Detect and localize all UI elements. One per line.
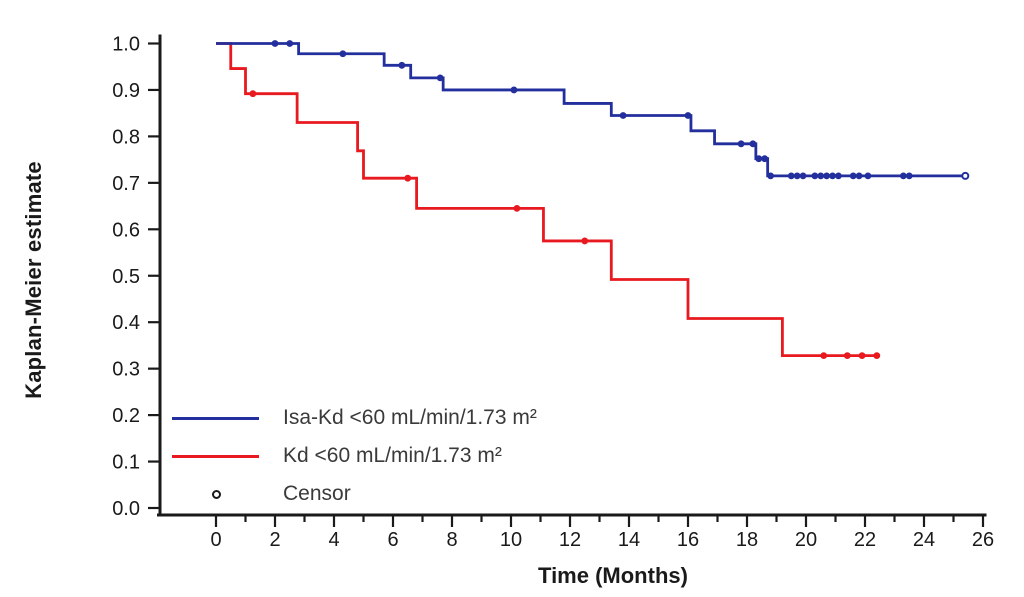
x-tick-label: 4 (328, 529, 339, 551)
legend-label-kd: Kd <60 mL/min/1.73 m² (283, 444, 502, 467)
y-tick-label: 0.6 (112, 219, 140, 241)
censor-mark (873, 352, 881, 360)
x-tick-label: 22 (854, 529, 876, 551)
censor-mark (823, 172, 831, 180)
x-tick-label: 14 (618, 529, 640, 551)
censor-mark (817, 172, 825, 180)
censor-mark (755, 155, 763, 163)
y-tick-label: 1.0 (112, 34, 140, 56)
censor-mark (684, 112, 692, 119)
x-tick-label: 20 (795, 529, 817, 551)
y-tick-label: 0.3 (112, 359, 140, 381)
x-tick-label: 8 (446, 529, 457, 551)
censor-mark (787, 172, 795, 180)
y-tick-label: 0.2 (112, 405, 140, 427)
censor-mark (619, 112, 627, 119)
legend-line-kd (172, 455, 259, 458)
series-line (216, 42, 966, 178)
censor-mark (249, 90, 257, 98)
x-tick-label: 26 (972, 529, 994, 551)
legend-label-isa-kd: Isa-Kd <60 mL/min/1.73 m² (283, 406, 537, 429)
x-tick-label: 10 (500, 529, 522, 551)
y-tick-label: 0.0 (112, 498, 140, 520)
censor-mark (581, 237, 589, 245)
censor-mark (767, 172, 774, 180)
censor-mark (829, 172, 836, 180)
y-axis-title: Kaplan-Meier estimate (8, 120, 60, 440)
censor-mark (737, 140, 745, 148)
legend-line-isa-kd (172, 417, 259, 420)
censor-mark-open (961, 171, 970, 180)
censor-mark (286, 40, 294, 47)
y-tick-label: 0.8 (112, 126, 140, 148)
y-tick-label: 0.9 (112, 80, 140, 102)
censor-mark (855, 172, 863, 180)
censor-mark (339, 50, 347, 58)
x-tick-label: 18 (736, 529, 758, 551)
x-tick-label: 12 (559, 529, 581, 551)
censor-mark (513, 204, 521, 212)
censor-mark (820, 352, 828, 360)
censor-mark (835, 172, 842, 180)
x-axis-title: Time (Months) (538, 563, 688, 588)
legend-label-censor: Censor (283, 482, 351, 505)
censor-mark (404, 174, 412, 182)
y-tick-label: 0.5 (112, 266, 140, 288)
censor-mark (799, 172, 807, 180)
censor-mark (793, 172, 801, 180)
y-axis-title-text: Kaplan-Meier estimate (21, 161, 47, 399)
censor-mark (843, 352, 851, 360)
censor-mark (749, 140, 757, 148)
y-tick-label: 0.7 (112, 173, 140, 195)
censor-mark (271, 40, 279, 47)
x-tick-label: 6 (387, 529, 398, 551)
series-line (216, 42, 880, 358)
x-tick-label: 16 (677, 529, 699, 551)
x-tick-label: 2 (269, 529, 280, 551)
x-tick-label: 0 (210, 529, 221, 551)
censor-mark (436, 74, 444, 82)
censor-mark (761, 155, 769, 163)
y-tick-label: 0.4 (112, 312, 140, 334)
censor-mark (849, 172, 857, 180)
censor-mark (811, 172, 819, 180)
censor-mark (905, 172, 913, 180)
y-tick-label: 0.1 (112, 452, 140, 474)
x-tick-label: 24 (913, 529, 935, 551)
censor-mark (398, 61, 406, 69)
censor-mark (899, 172, 907, 180)
censor-marker-icon (212, 490, 221, 499)
censor-mark (864, 172, 872, 180)
censor-mark (510, 86, 518, 94)
censor-mark (858, 352, 866, 360)
